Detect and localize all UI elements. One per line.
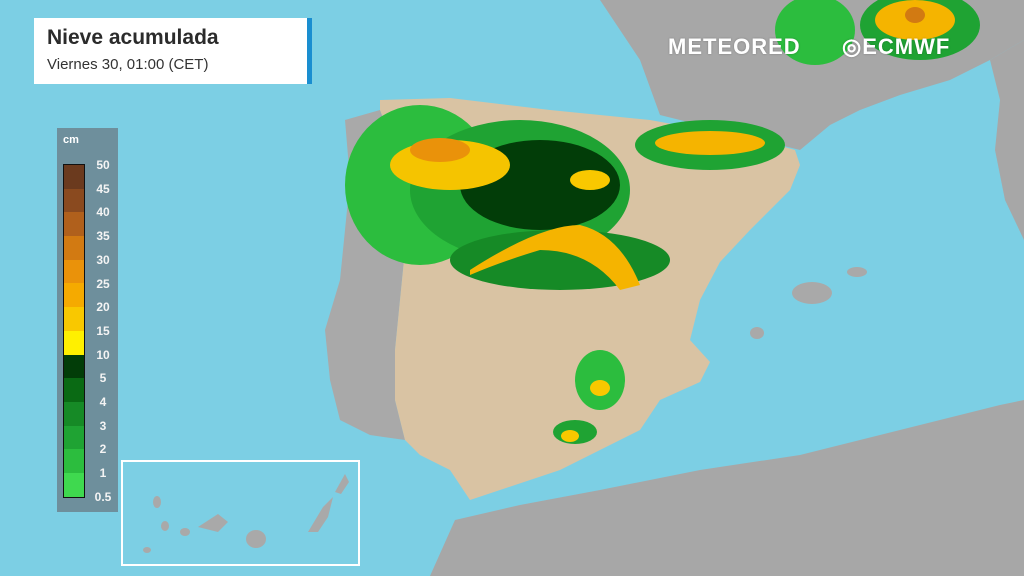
legend-label: 15 [96,323,110,338]
map-title: Nieve acumulada [47,26,219,49]
legend-label: 20 [96,300,110,315]
legend-label: 35 [96,229,110,244]
meteored-logo: METEORED [668,34,801,59]
snow-overlay [345,0,980,444]
menorca [847,267,867,277]
legend-label: 25 [96,276,110,291]
legend-swatch [64,449,84,473]
africa-land [430,400,1024,576]
legend-label: 5 [99,371,107,386]
map-subtitle: Viernes 30, 01:00 (CET) [47,56,209,73]
legend-label: 30 [96,252,110,267]
legend-label: 0.5 [94,489,112,504]
legend-label: 1 [99,466,107,481]
legend-swatch [64,472,84,497]
legend-swatch [64,330,84,355]
legend-swatch [64,307,84,331]
legend-color-bar [63,164,85,498]
legend-swatch [64,259,84,284]
legend-swatch [64,401,84,426]
legend-label: 10 [96,347,110,362]
legend-label: 40 [96,205,110,220]
legend-label: 50 [96,158,110,172]
legend-label: 45 [96,181,110,196]
legend-label: 2 [99,442,107,457]
legend-swatch [64,283,84,308]
legend-swatch [64,378,84,402]
legend-swatch [64,425,84,450]
legend-swatch [64,188,84,213]
canary-islands-inset [121,460,360,566]
legend-swatch [64,354,84,379]
italy-land [990,40,1024,240]
legend-label: 3 [99,418,107,433]
legend: cm 50 45 40 35 30 25 20 15 10 5 4 3 2 1 0.5 [57,128,118,512]
canary-islands-map [143,474,349,553]
title-box: Nieve acumulada Viernes 30, 01:00 (CET) [34,18,312,84]
legend-label: 4 [99,395,107,409]
ecmwf-logo: ◎ECMWF [842,34,951,59]
legend-swatch [64,212,84,237]
legend-swatch [64,165,84,189]
ibiza [750,327,764,339]
legend-unit: cm [63,134,79,146]
mallorca [792,282,832,304]
legend-swatch [64,236,84,260]
ecmwf-logo-text: ECMWF [862,34,951,59]
